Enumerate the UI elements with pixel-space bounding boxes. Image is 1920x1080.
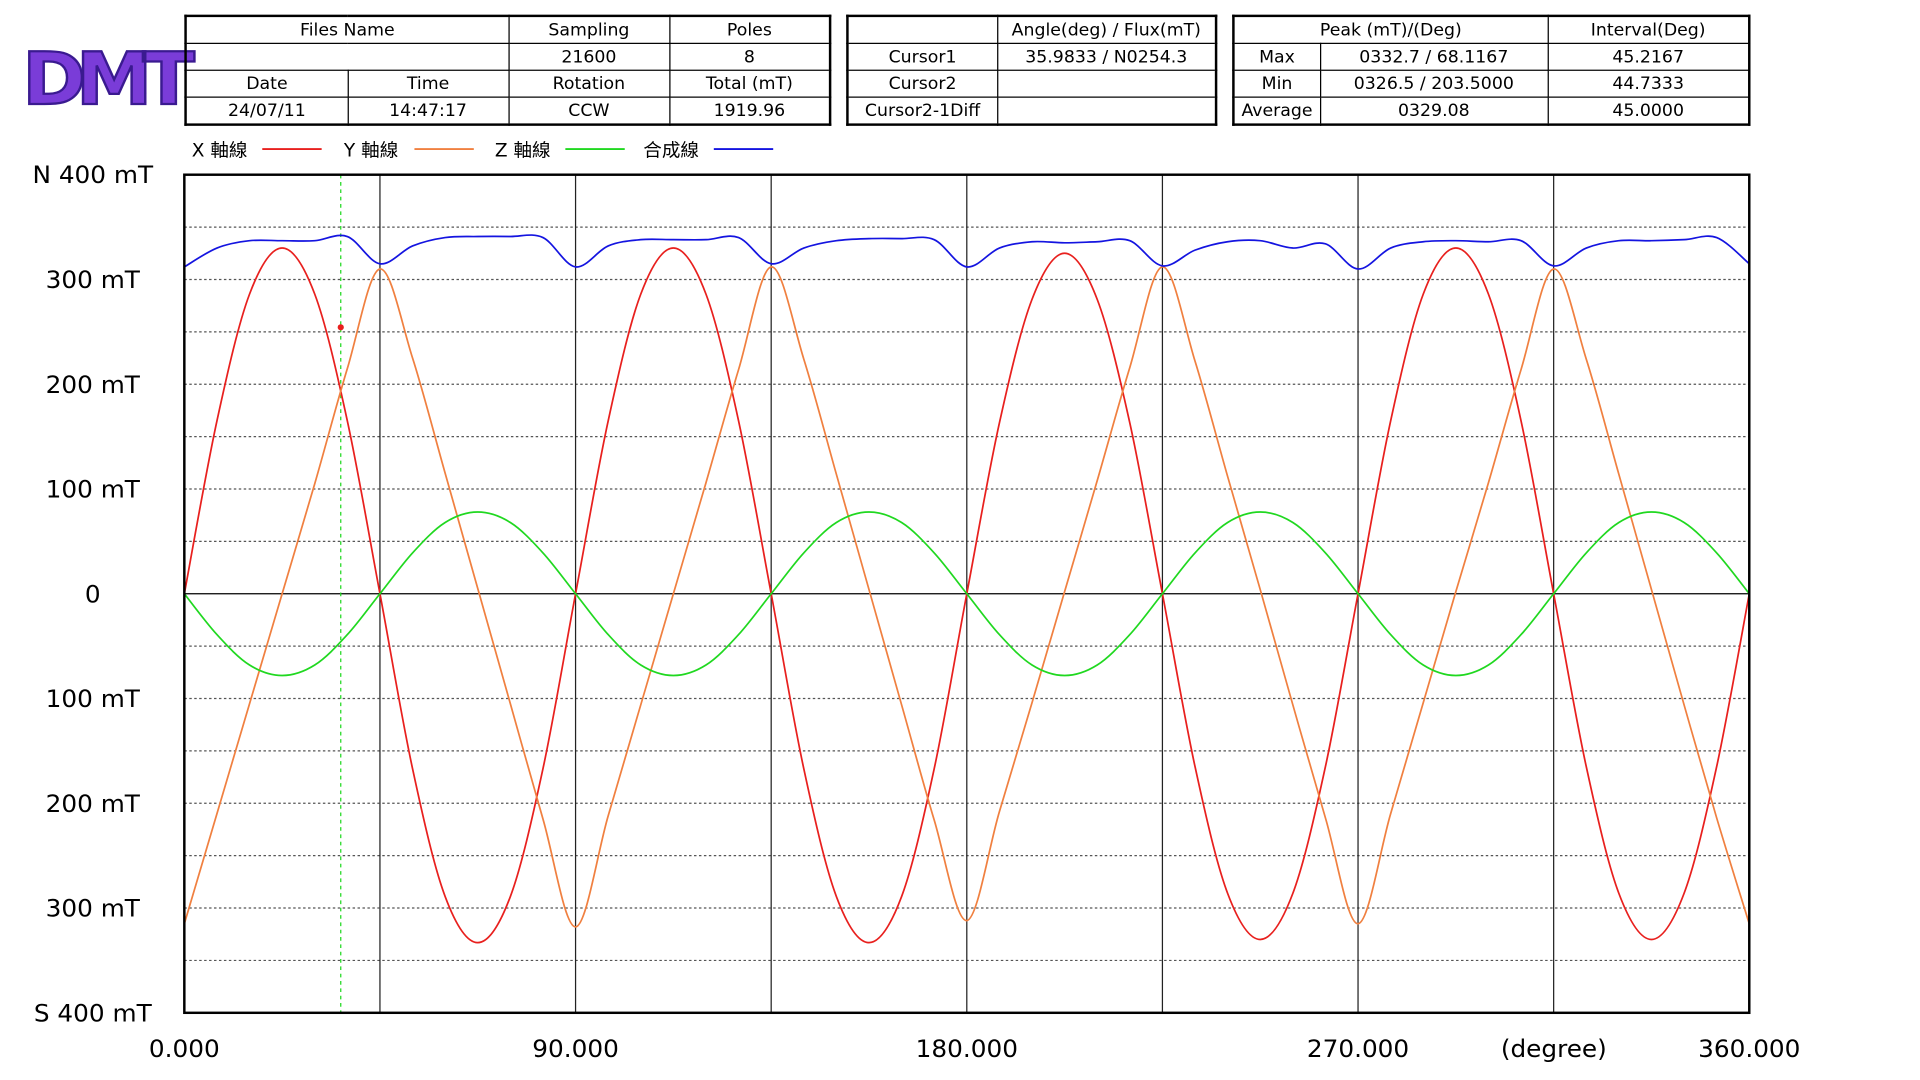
cell: Cursor2 xyxy=(846,69,998,98)
peak-table: Peak (mT)/(Deg) Interval(Deg) Max 0332.7 /… xyxy=(1232,14,1751,126)
cell xyxy=(184,42,510,71)
legend-label: Z 軸線 xyxy=(495,140,551,161)
y-tick-label: S 400 mT xyxy=(34,999,153,1028)
series-line xyxy=(183,511,1750,677)
y-tick-label: 200 mT xyxy=(46,370,141,399)
cell: Cursor2-1Diff xyxy=(846,96,998,126)
cell: 44.7333 xyxy=(1547,69,1750,98)
cell: Total (mT) xyxy=(668,69,831,98)
cell: 35.9833 / N0254.3 xyxy=(996,42,1217,71)
cell: 1919.96 xyxy=(668,96,831,126)
legend-label: Y 軸線 xyxy=(343,140,398,161)
cell: 24/07/11 xyxy=(184,96,349,126)
x-axis-label: (degree) xyxy=(1501,1034,1607,1063)
legend-label: 合成線 xyxy=(643,140,699,161)
cursor-table: Angle(deg) / Flux(mT) Cursor1 35.9833 / N… xyxy=(846,14,1218,126)
cell xyxy=(996,69,1217,98)
logo: DMT xyxy=(21,35,196,122)
cell: Time xyxy=(347,69,510,98)
series-line xyxy=(183,266,1751,928)
cell: 0329.08 xyxy=(1319,96,1549,126)
cell: CCW xyxy=(507,96,670,126)
x-tick-label: 360.000 xyxy=(1698,1034,1800,1063)
cell: 45.2167 xyxy=(1547,42,1750,71)
cell: Cursor1 xyxy=(846,42,998,71)
cell: Average xyxy=(1232,96,1321,126)
plot-frame xyxy=(183,173,1751,1015)
cell: 14:47:17 xyxy=(347,96,510,126)
cell: 0332.7 / 68.1167 xyxy=(1319,42,1549,71)
cursor-point xyxy=(337,324,344,331)
cell: 8 xyxy=(668,42,831,71)
cell: Poles xyxy=(668,15,831,44)
cell: 45.0000 xyxy=(1547,96,1750,126)
series-line xyxy=(183,234,1750,270)
y-tick-label: 0 xyxy=(85,579,101,608)
y-tick-label: 300 mT xyxy=(46,894,141,923)
cell xyxy=(996,96,1217,126)
cell: Rotation xyxy=(507,69,670,98)
x-tick-label: 0.000 xyxy=(149,1034,220,1063)
legend-label: X 軸線 xyxy=(192,140,248,161)
cell: 0326.5 / 203.5000 xyxy=(1319,69,1549,98)
info-table: Files Name Sampling Poles 21600 8 Date Time R… xyxy=(184,14,832,126)
x-tick-label: 270.000 xyxy=(1307,1034,1409,1063)
y-tick-label: 100 mT xyxy=(46,475,141,504)
cell: 21600 xyxy=(507,42,670,71)
y-tick-label: 200 mT xyxy=(46,789,141,818)
x-tick-label: 180.000 xyxy=(916,1034,1018,1063)
x-tick-label: 90.000 xyxy=(532,1034,619,1063)
y-tick-label: 100 mT xyxy=(46,684,141,713)
y-tick-label: N 400 mT xyxy=(32,160,154,189)
y-tick-label: 300 mT xyxy=(46,265,141,294)
